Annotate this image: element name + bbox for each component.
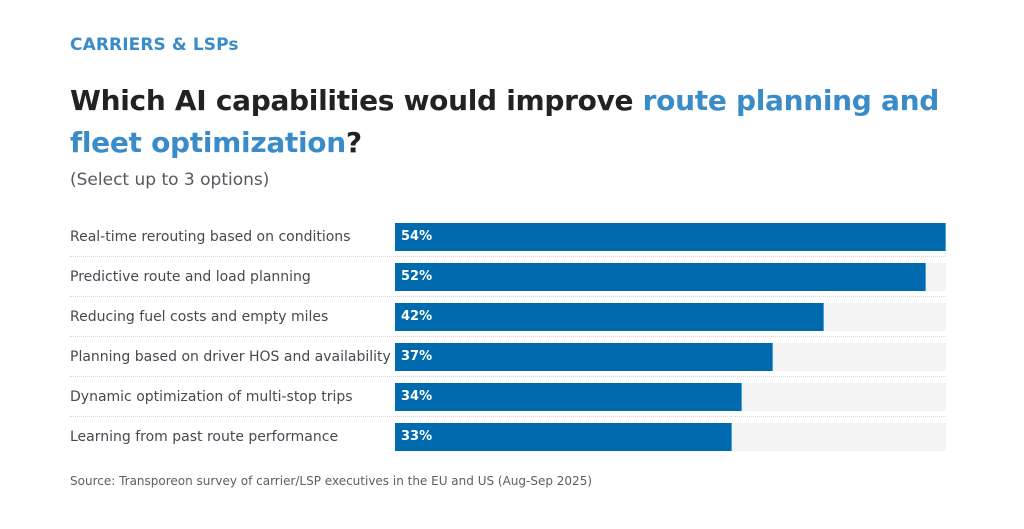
category-label: Planning based on driver HOS and availab… — [70, 349, 391, 365]
title-part-2: ? — [345, 126, 362, 159]
kicker-label: CARRIERS & LSPs — [70, 35, 239, 55]
bar: 34% — [395, 383, 742, 411]
chart-row: Real-time rerouting based on conditions 5… — [70, 217, 946, 257]
bar: 37% — [395, 343, 773, 371]
chart-row: Predictive route and load planning 52% — [70, 257, 946, 297]
data-label: 37% — [401, 349, 433, 364]
bar-track: 52% — [395, 263, 946, 291]
chart-subtitle: (Select up to 3 options) — [70, 170, 270, 190]
bar-track: 37% — [395, 343, 946, 371]
bar-track: 34% — [395, 383, 946, 411]
category-label: Predictive route and load planning — [70, 269, 311, 285]
chart-row: Reducing fuel costs and empty miles 42% — [70, 297, 946, 337]
chart-row: Planning based on driver HOS and availab… — [70, 337, 946, 377]
data-label: 33% — [401, 429, 433, 444]
category-label: Reducing fuel costs and empty miles — [70, 309, 329, 325]
category-label: Dynamic optimization of multi-stop trips — [70, 389, 353, 405]
data-label: 42% — [401, 309, 433, 324]
bar: 33% — [395, 423, 732, 451]
bar-track: 33% — [395, 423, 946, 451]
title-part-1: Which AI capabilities would improve — [70, 84, 643, 117]
title-highlight: route planning and fleet optimization — [70, 84, 939, 159]
bar-chart: Real-time rerouting based on conditions 5… — [70, 217, 946, 457]
chart-row: Dynamic optimization of multi-stop trips… — [70, 377, 946, 417]
bar-track: 54% — [395, 223, 946, 251]
data-label: 34% — [401, 389, 433, 404]
category-label: Learning from past route performance — [70, 429, 339, 445]
data-label: 54% — [401, 229, 433, 244]
chart-title: Which AI capabilities would improve rout… — [70, 80, 970, 164]
chart-row: Learning from past route performance 33% — [70, 417, 946, 457]
bar: 42% — [395, 303, 824, 331]
bar-track: 42% — [395, 303, 946, 331]
bar: 52% — [395, 263, 926, 291]
bar: 54% — [395, 223, 946, 251]
category-label: Real-time rerouting based on conditions — [70, 229, 351, 245]
source-note: Source: Transporeon survey of carrier/LS… — [70, 474, 593, 488]
data-label: 52% — [401, 269, 433, 284]
